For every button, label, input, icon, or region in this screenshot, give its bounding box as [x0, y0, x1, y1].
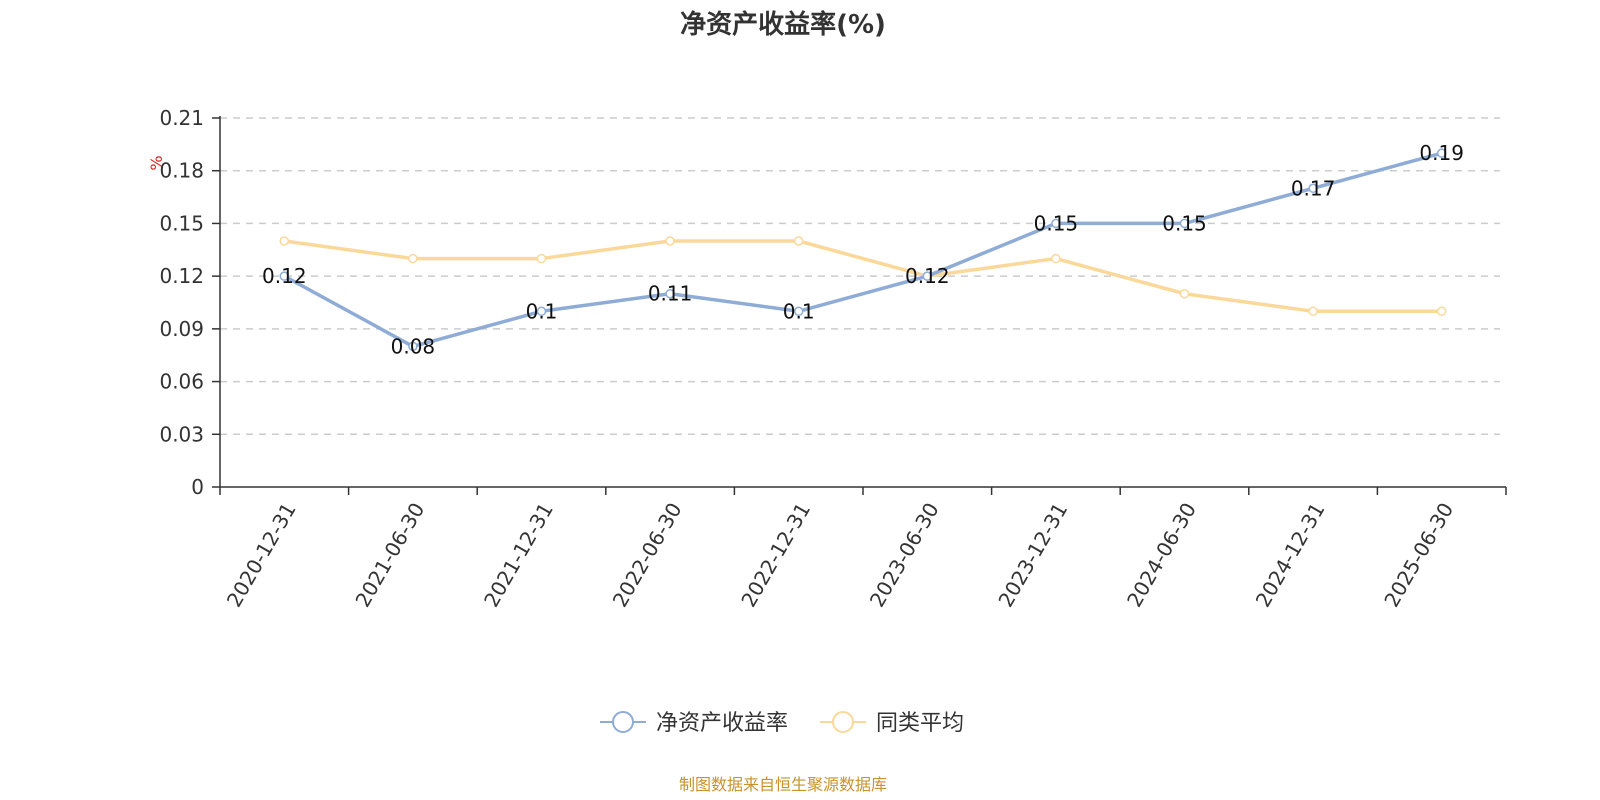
x-tick-label: 2022-12-31	[736, 499, 815, 612]
x-tick-label: 2024-06-30	[1122, 499, 1201, 612]
grid-lines	[220, 117, 1500, 436]
data-label: 0.1	[783, 299, 815, 323]
x-tick-label: 2023-12-31	[993, 499, 1072, 612]
x-tick-label: 2021-06-30	[350, 499, 429, 612]
series-1-point[interactable]	[1051, 253, 1061, 264]
data-label: 0.08	[391, 334, 436, 358]
y-axis-unit-label: %	[147, 155, 166, 170]
series-1-point[interactable]	[408, 253, 418, 264]
y-tick-label: 0.12	[159, 264, 204, 288]
data-label: 0.17	[1291, 176, 1336, 200]
series-0-point[interactable]	[1051, 218, 1061, 229]
y-tick-label: 0.06	[159, 370, 204, 394]
x-tick-label: 2025-06-30	[1379, 499, 1458, 612]
series-0-point[interactable]	[279, 271, 290, 281]
data-label: 0.1	[526, 299, 558, 323]
series-0-point[interactable]	[922, 271, 933, 281]
y-tick-label: 0.15	[159, 211, 204, 235]
series-1-point[interactable]	[665, 236, 675, 246]
series-1-point[interactable]	[1179, 288, 1190, 299]
series-1-point[interactable]	[279, 236, 290, 246]
legend-marker	[612, 711, 634, 733]
x-tick-label: 2024-12-31	[1251, 499, 1330, 612]
series-0-point[interactable]	[408, 341, 418, 352]
series-0-point[interactable]	[1436, 148, 1447, 158]
x-tick-label: 2021-12-31	[479, 499, 558, 612]
x-tick-label: 2022-06-30	[608, 499, 687, 612]
series-1-point[interactable]	[1436, 306, 1447, 317]
y-tick-label: 0.09	[159, 317, 204, 341]
legend-label: 净资产收益率	[656, 711, 788, 736]
legend[interactable]: 净资产收益率 同类平均	[600, 711, 964, 736]
series-1-point[interactable]	[536, 253, 547, 264]
data-label: 0.12	[905, 264, 950, 288]
series-0-point[interactable]	[1179, 218, 1190, 229]
data-label: 0.12	[262, 264, 307, 288]
series-0-point[interactable]	[793, 306, 804, 317]
source-note: 制图数据来自恒生聚源数据库	[679, 775, 887, 794]
series-0-point[interactable]	[536, 306, 547, 317]
series-lines	[279, 148, 1447, 352]
series-1-point[interactable]	[793, 236, 804, 246]
series-1-point[interactable]	[1308, 306, 1318, 317]
legend-marker	[832, 711, 854, 733]
legend-label: 同类平均	[876, 711, 964, 736]
y-tick-label: 0.21	[159, 106, 204, 130]
series-0-point[interactable]	[665, 288, 675, 299]
legend-item-1[interactable]: 同类平均	[820, 711, 964, 736]
y-tick-label: 0.18	[159, 159, 204, 183]
legend-item-0[interactable]: 净资产收益率	[600, 711, 788, 736]
chart-title: 净资产收益率(%)	[680, 9, 886, 40]
data-label: 0.15	[1162, 211, 1207, 235]
data-label: 0.11	[648, 282, 693, 306]
series-line-0	[283, 151, 1443, 349]
y-tick-label: 0	[191, 475, 204, 499]
data-labels: 0.12 0.08 0.1 0.11 0.1 0.12 0.15 0.15 0.17 0.19	[262, 141, 1464, 358]
series-line-1	[284, 239, 1442, 314]
data-label: 0.15	[1034, 211, 1079, 235]
data-label: 0.19	[1419, 141, 1464, 165]
series-0-point[interactable]	[1308, 183, 1318, 194]
x-tick-label: 2020-12-31	[222, 499, 301, 612]
x-tick-label: 2023-06-30	[865, 499, 944, 612]
y-tick-label: 0.03	[159, 422, 204, 446]
